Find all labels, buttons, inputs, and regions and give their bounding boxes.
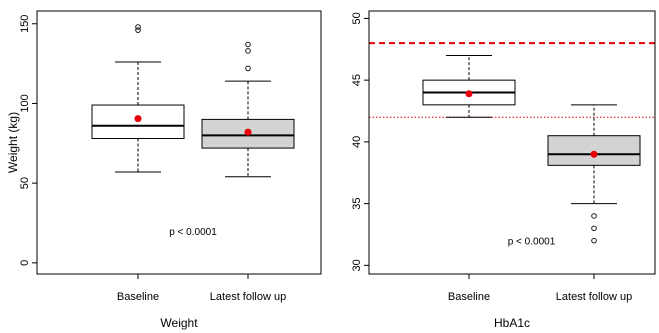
outlier-point [245, 41, 251, 48]
outlier-point [591, 225, 597, 232]
weight-panel: 0 50 100 150 Baseline Latest follow up p < 0… [6, 10, 322, 330]
hba1c-x-label: HbA1c [494, 316, 530, 330]
hba1c-boxes [422, 54, 641, 244]
outlier-point [591, 237, 597, 244]
x-tick-label: Latest follow up [556, 291, 632, 303]
y-tick-label: 50 [19, 177, 31, 189]
y-tick-label: 150 [19, 15, 31, 33]
weight-boxes [91, 24, 295, 178]
y-tick-label: 100 [19, 94, 31, 112]
weight-y-label: Weight (kg) [6, 112, 20, 173]
outlier-point [135, 27, 141, 33]
outlier-point [245, 65, 251, 72]
outlier-point [591, 213, 597, 219]
weight-x-ticks: Baseline Latest follow up [117, 274, 286, 303]
box-baseline [422, 54, 516, 118]
hba1c-x-ticks: Baseline Latest follow up [448, 274, 632, 303]
box-baseline [91, 24, 185, 173]
hba1c-reference-lines [369, 42, 655, 118]
y-tick-label: 50 [351, 12, 363, 24]
y-tick-label: 40 [351, 136, 363, 148]
weight-x-label: Weight [160, 316, 198, 330]
y-tick-label: 0 [19, 260, 31, 266]
hba1c-panel: 30 35 40 45 50 Baseline Latest follow up p < … [351, 10, 656, 330]
mean-point [465, 90, 473, 98]
outlier-point [245, 48, 251, 54]
weight-y-axis: 0 50 100 150 [19, 15, 37, 266]
weight-annotation: p < 0.0001 [169, 227, 217, 238]
y-tick-label: 30 [351, 259, 363, 271]
y-tick-label: 35 [351, 197, 363, 209]
iqr-box [547, 135, 641, 166]
mean-point [590, 150, 598, 158]
mean-point [134, 115, 142, 123]
hba1c-annotation: p < 0.0001 [508, 237, 556, 248]
mean-point [244, 128, 252, 136]
x-tick-label: Baseline [448, 291, 490, 303]
x-tick-label: Latest follow up [210, 291, 286, 303]
x-tick-label: Baseline [117, 291, 159, 303]
hba1c-y-axis: 30 35 40 45 50 [351, 12, 369, 271]
outlier-point [135, 24, 141, 30]
box-latest-follow-up [547, 104, 641, 244]
weight-plot-frame [36, 10, 322, 275]
y-tick-label: 45 [351, 74, 363, 86]
box-latest-follow-up [201, 41, 295, 178]
hba1c-plot-frame [368, 10, 656, 275]
